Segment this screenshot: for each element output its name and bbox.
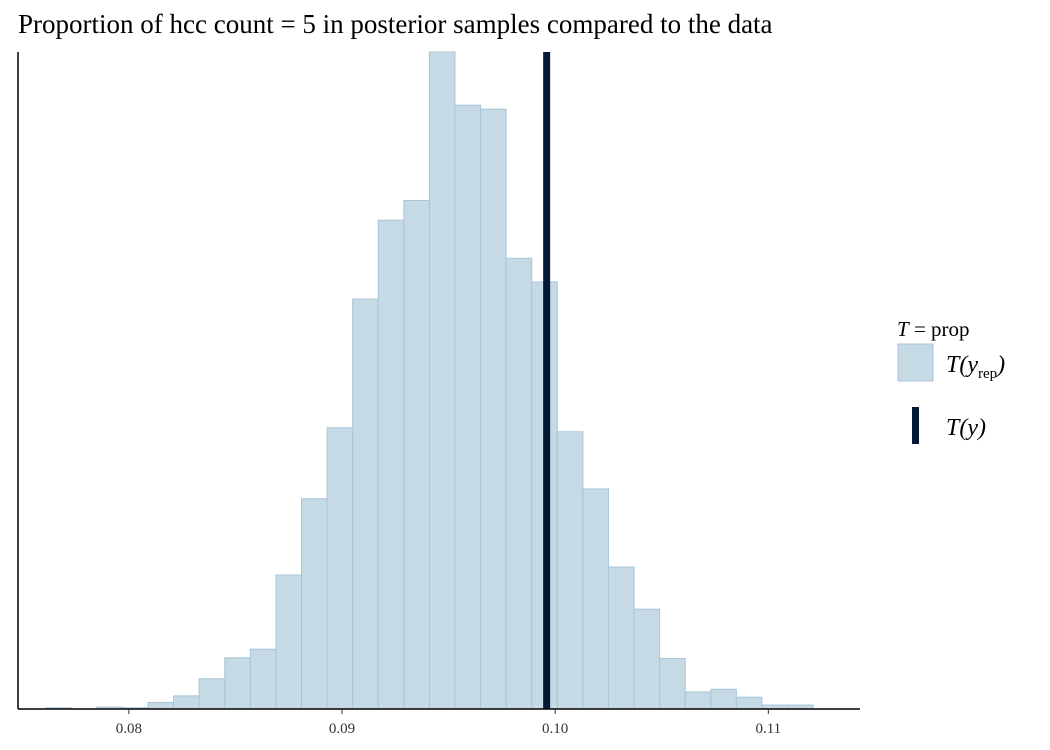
chart-title: Proportion of hcc count = 5 in posterior… [18,9,773,39]
histogram-bar [480,108,507,710]
histogram-bar [147,701,175,710]
histogram-bar [301,498,328,710]
x-tick-label: 0.09 [329,721,355,737]
histogram-bar [326,427,354,710]
histogram-bar [505,257,533,710]
histogram-bar [428,51,456,710]
histogram-bar [275,574,303,710]
legend: T = prop T(yrep) T(y) [897,317,1005,444]
histogram-bar [224,657,251,710]
legend-label-y: T(y) [946,415,986,441]
legend-label-yrep: T(yrep) [946,352,1005,382]
histogram-bar [582,488,609,710]
histogram-bar [249,648,277,710]
x-tick-label: 0.11 [755,721,781,737]
histogram-bar [556,431,584,710]
legend-swatch-y [912,407,919,444]
histogram-bar [735,696,763,710]
histogram-bar [659,657,686,710]
histogram-bar [684,691,712,710]
histogram-bar [377,219,405,710]
histogram-bar [710,688,737,710]
x-tick-label: 0.08 [116,721,142,737]
histogram-bar [454,104,482,710]
x-tick-label: 0.10 [542,721,568,737]
histogram-bar [198,678,226,710]
histogram-bar [403,199,430,710]
histogram-bar [633,608,661,710]
histogram-bar [352,298,379,710]
histogram-bars [45,51,814,710]
legend-swatch-yrep [897,343,934,382]
x-axis-ticks: 0.08 0.09 0.10 0.11 [116,709,781,737]
histogram-bar [173,695,200,710]
histogram-bar [607,566,635,710]
legend-title: T = prop [897,317,970,341]
